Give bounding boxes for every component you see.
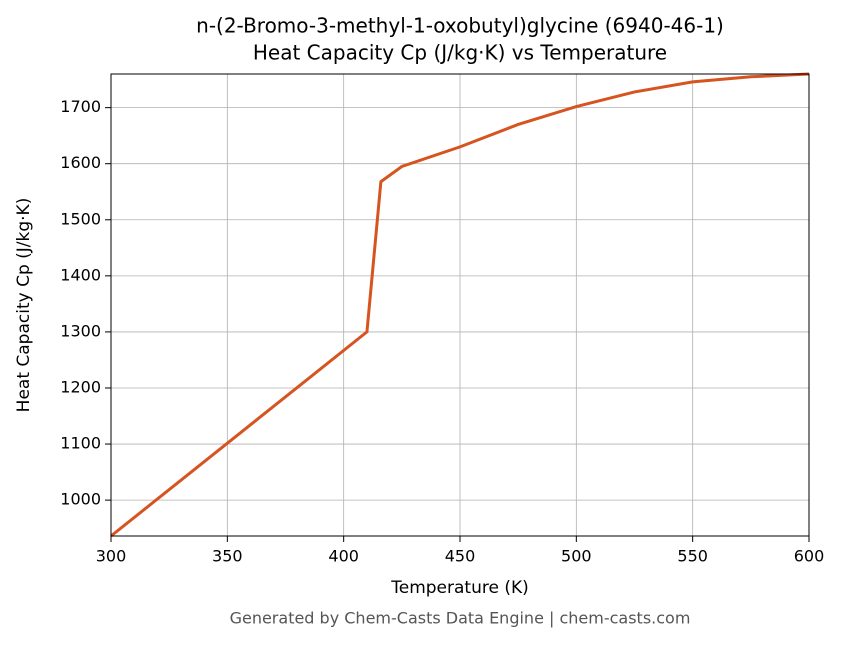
footer: Generated by Chem-Casts Data Engine | ch… — [230, 609, 691, 628]
x-tick-label: 350 — [212, 547, 243, 566]
chart-title: n-(2-Bromo-3-methyl-1-oxobutyl)glycine (… — [196, 14, 724, 38]
x-tick-label: 300 — [96, 547, 127, 566]
y-tick-label: 1200 — [60, 377, 101, 396]
plot-frame — [110, 73, 810, 537]
y-tick-label: 1100 — [60, 434, 101, 453]
y-tick-label: 1000 — [60, 490, 101, 509]
chart-subtitle: Heat Capacity Cp (J/kg·K) vs Temperature — [253, 41, 667, 65]
x-tick-label: 450 — [445, 547, 476, 566]
y-axis-label: Heat Capacity Cp (J/kg·K) — [14, 198, 34, 413]
y-tick-label: 1300 — [60, 321, 101, 340]
y-tick-label: 1600 — [60, 153, 101, 172]
y-tick-label: 1700 — [60, 97, 101, 116]
y-tick-label: 1500 — [60, 209, 101, 228]
x-tick-label: 600 — [794, 547, 825, 566]
x-tick-label: 550 — [677, 547, 708, 566]
x-tick-label: 400 — [328, 547, 359, 566]
y-tick-label: 1400 — [60, 265, 101, 284]
x-axis-label: Temperature (K) — [390, 578, 529, 598]
data-line — [110, 72, 810, 538]
x-tick-label: 500 — [561, 547, 592, 566]
